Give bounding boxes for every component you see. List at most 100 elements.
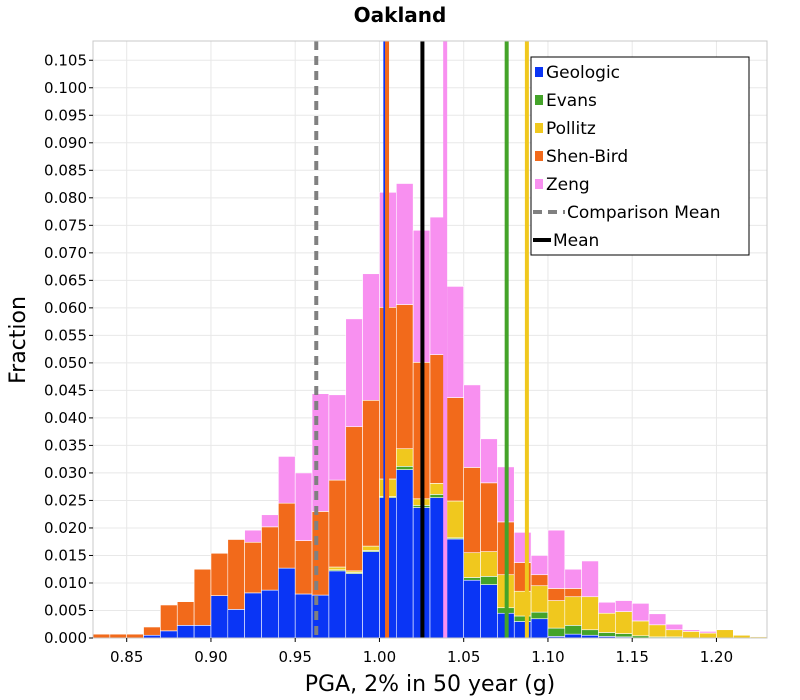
bar-geologic [345,573,363,639]
bar-zeng [631,603,650,622]
bar-shen-bird [328,479,347,568]
bar-zeng [261,514,279,528]
bar-pollitz [480,551,498,577]
bar-pollitz [547,600,566,629]
y-tick-label: 0.020 [44,519,87,537]
y-tick-label: 0.070 [44,244,87,262]
bar-evans [598,632,616,637]
bar-shen-bird [345,426,363,572]
bar-pollitz [665,629,684,638]
bar-zeng [547,529,566,589]
x-tick-label: 0.90 [194,648,227,666]
y-tick-label: 0.015 [44,546,87,564]
y-tick-label: 0.090 [44,134,87,152]
bar-zeng [294,472,313,541]
bar-geologic [193,625,212,639]
bar-zeng [581,560,599,598]
bar-zeng [244,529,262,543]
y-tick-label: 0.040 [44,409,87,427]
bar-pollitz [362,545,380,551]
y-tick-label: 0.035 [44,436,87,454]
bar-shen-bird [547,588,566,601]
legend-shen-bird-label: Shen-Bird [546,147,628,167]
y-tick-label: 0.100 [44,79,87,97]
y-tick-label: 0.105 [44,51,87,69]
y-tick-label: 0.030 [44,464,87,482]
y-tick-label: 0.000 [44,629,87,647]
bar-pollitz [716,629,734,639]
bar-shen-bird [446,397,465,502]
bar-pollitz [699,632,717,639]
bar-zeng [328,394,347,481]
legend-zeng-swatch [535,179,543,189]
bar-pollitz [463,552,481,578]
legend: Geologic Evans Pollitz Shen-Bird Zeng Compari… [530,56,750,256]
bar-geologic [210,595,229,639]
bar-geologic [261,589,279,639]
bar-evans [480,576,498,585]
bar-zeng [480,438,498,484]
bar-pollitz [631,620,650,637]
bar-pollitz [581,596,599,631]
bar-shen-bird [126,633,144,639]
bar-evans [581,629,599,636]
y-tick-label: 0.025 [44,491,87,509]
bar-zeng [648,613,667,626]
bar-shen-bird [463,467,481,554]
y-tick-label: 0.065 [44,271,87,289]
legend-pollitz-label: Pollitz [546,119,596,139]
bar-shen-bird [395,304,414,450]
plot-frame [92,40,768,639]
bar-geologic [160,630,178,639]
bar-geologic [278,567,296,639]
legend-geologic-swatch [535,67,543,77]
bar-geologic [530,618,549,639]
legend-geologic-label: Geologic [546,63,620,83]
bar-geologic [463,579,481,639]
y-tick-label: 0.080 [44,189,87,207]
bar-evans [530,611,549,620]
bar-geologic [395,469,414,639]
y-tick-label: 0.075 [44,216,87,234]
bar-zeng [446,286,465,398]
bar-pollitz [530,585,549,613]
bar-pollitz [564,596,582,626]
bar-shen-bird [143,626,161,636]
bar-shen-bird [227,539,245,610]
bar-geologic [480,584,498,639]
bar-zeng [564,568,582,589]
y-tick-label: 0.095 [44,106,87,124]
bar-geologic [176,625,195,639]
bar-geologic [564,633,582,639]
bar-pollitz [682,631,700,639]
legend-comparison-mean-label: Comparison Mean [567,203,721,223]
bar-shen-bird [480,482,498,552]
bar-zeng [395,183,414,305]
bar-shen-bird [530,574,549,587]
bar-pollitz [446,500,465,539]
bar-evans [463,577,481,581]
bar-shen-bird [278,502,296,569]
bar-shen-bird [294,540,313,595]
bar-pollitz [648,624,667,638]
bar-geologic [294,593,313,639]
y-axis: 0.000 0.005 0.010 0.015 0.020 0.025 0.030 0.035… [44,51,93,647]
x-axis-title: PGA, 2% in 50 year (g) [305,672,556,697]
bar-zeng [615,600,633,612]
x-tick-label: 0.85 [110,648,143,666]
bar-zeng [530,555,549,576]
legend-pollitz-swatch [535,123,543,133]
chart-title: Oakland [354,3,447,27]
bar-evans [395,466,414,470]
legend-box [530,56,750,256]
bar-zeng [699,631,717,634]
x-tick-label: 1.15 [615,648,648,666]
bar-shen-bird [210,552,229,596]
bar-zeng [362,273,380,401]
y-tick-label: 0.005 [44,601,87,619]
bar-shen-bird [160,604,178,632]
y-tick-label: 0.050 [44,354,87,372]
y-tick-label: 0.010 [44,574,87,592]
bar-shen-bird [176,601,195,626]
bar-pollitz [328,566,347,571]
